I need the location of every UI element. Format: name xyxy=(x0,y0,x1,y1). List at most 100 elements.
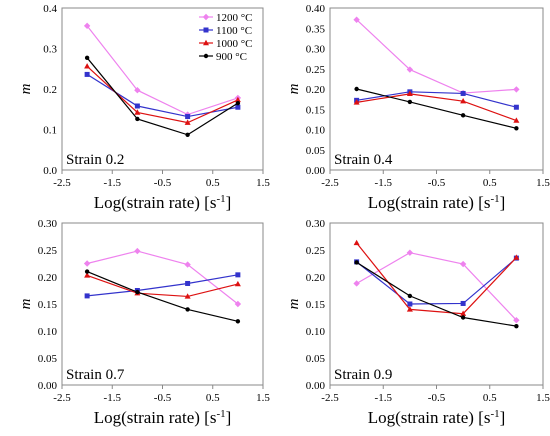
y-tick-label: 0.20 xyxy=(306,272,326,284)
series-1 xyxy=(83,247,242,308)
series-line xyxy=(86,250,239,305)
x-tick-label: 1.5 xyxy=(536,177,550,189)
y-axis-title: m xyxy=(286,83,302,94)
chart-panel-1: 0.0 0.1 0.2 0.3 0.4 -2.5 -1.5 -0.5 0.5 1.5 Log(str… xyxy=(18,3,270,212)
x-axis-title: Log(strain rate) [s-1] xyxy=(94,193,232,212)
x-tick-label: -1.5 xyxy=(104,177,122,189)
data-point xyxy=(84,63,91,69)
legend-entry: 1000 °C xyxy=(216,38,253,50)
series-line xyxy=(86,271,239,322)
data-point xyxy=(460,310,467,316)
data-point xyxy=(185,132,190,137)
data-point xyxy=(354,260,359,265)
y-tick-label: 0.00 xyxy=(306,380,326,392)
chart-panel-2: 0.00 0.05 0.10 0.15 0.20 0.25 0.30 0.35 0.40 -2.5… xyxy=(286,3,550,212)
legend-entry: 900 °C xyxy=(216,51,247,63)
series-line xyxy=(356,252,517,321)
y-tick-label: 0.0 xyxy=(43,165,57,177)
data-point xyxy=(185,114,191,120)
data-point xyxy=(406,66,414,73)
y-tick-label: 0.3 xyxy=(43,44,57,56)
data-point xyxy=(84,269,90,274)
data-point xyxy=(406,90,413,97)
chart-panel-4: 0.00 0.05 0.10 0.15 0.20 0.25 0.30 -2.5 -1.5 -0.5… xyxy=(286,218,550,427)
y-tick-label: 0.25 xyxy=(38,245,58,257)
series-line xyxy=(356,242,517,315)
y-tick-label: 0.30 xyxy=(38,218,58,230)
x-tick-label: -2.5 xyxy=(321,392,339,404)
data-point xyxy=(83,22,91,30)
data-point xyxy=(234,280,241,287)
y-tick-label: 0.15 xyxy=(306,104,326,116)
y-tick-label: 0.30 xyxy=(306,44,326,56)
series-3 xyxy=(84,63,241,125)
data-point xyxy=(134,103,140,109)
y-tick-label: 0.15 xyxy=(306,299,326,311)
data-point xyxy=(513,317,520,324)
data-point xyxy=(235,272,241,278)
x-axis-title: Log(strain rate) [s-1] xyxy=(94,408,232,427)
data-point xyxy=(235,100,241,106)
y-tick-label: 0.25 xyxy=(306,64,326,76)
series-1 xyxy=(353,249,520,324)
y-tick-label: 0.10 xyxy=(38,326,58,338)
data-point xyxy=(83,260,91,267)
series-line xyxy=(356,88,517,129)
data-point xyxy=(235,104,241,110)
chart-panels: 0.0 0.1 0.2 0.3 0.4 -2.5 -1.5 -0.5 0.5 1.5 Log(str… xyxy=(18,3,550,427)
y-tick-label: 0.20 xyxy=(306,84,326,96)
y-tick-label: 0.20 xyxy=(38,272,58,284)
data-point xyxy=(513,104,519,110)
series-line xyxy=(86,274,239,298)
series-line xyxy=(356,261,517,327)
panel-annotation: Strain 0.9 xyxy=(334,367,392,383)
legend-marker xyxy=(203,27,209,33)
y-tick-label: 0.10 xyxy=(306,326,326,338)
data-point xyxy=(234,96,241,103)
y-tick-label: 0.35 xyxy=(306,23,326,35)
data-point xyxy=(135,289,140,295)
x-tick-label: -1.5 xyxy=(104,392,122,404)
y-tick-label: 0.4 xyxy=(43,3,57,15)
series-line xyxy=(86,57,239,136)
data-point xyxy=(185,280,191,286)
data-point xyxy=(513,254,520,260)
series-4 xyxy=(84,55,241,137)
series-line xyxy=(86,25,239,116)
y-tick-label: 0.05 xyxy=(306,145,326,157)
data-point xyxy=(459,260,467,268)
series-4 xyxy=(354,260,519,329)
series-2 xyxy=(84,71,241,120)
data-point xyxy=(460,113,466,118)
x-tick-label: 1.5 xyxy=(536,392,550,404)
series-line xyxy=(356,93,517,122)
data-point xyxy=(406,249,414,256)
data-point xyxy=(460,315,466,320)
x-tick-label: 1.5 xyxy=(256,392,270,404)
x-tick-label: -0.5 xyxy=(154,392,172,404)
data-point xyxy=(514,323,519,329)
x-tick-label: 0.5 xyxy=(206,392,220,404)
y-axis-title: m xyxy=(18,298,34,309)
x-tick-label: -2.5 xyxy=(321,177,339,189)
x-tick-label: 0.5 xyxy=(483,392,497,404)
data-point xyxy=(84,55,90,61)
data-point xyxy=(134,87,141,94)
chart-panel-3: 0.00 0.05 0.10 0.15 0.20 0.25 0.30 -2.5 -1.5 -0.5… xyxy=(18,218,270,427)
y-tick-label: 0.30 xyxy=(306,218,326,230)
legend-marker xyxy=(203,53,209,59)
x-axis-title: Log(strain rate) [s-1] xyxy=(368,193,506,212)
x-tick-label: 0.5 xyxy=(206,177,220,189)
x-tick-label: -2.5 xyxy=(53,177,71,189)
data-point xyxy=(460,97,467,104)
y-tick-label: 0.10 xyxy=(306,125,326,137)
data-point xyxy=(84,272,91,278)
y-tick-label: 0.25 xyxy=(306,245,326,257)
data-point xyxy=(513,86,520,93)
y-axis-title: m xyxy=(286,298,302,309)
series-line xyxy=(356,91,517,108)
data-point xyxy=(353,280,360,287)
series-2 xyxy=(354,89,519,110)
